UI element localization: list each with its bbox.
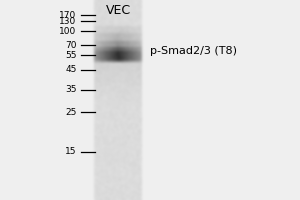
Text: 15: 15 [65, 148, 76, 156]
Text: 25: 25 [65, 108, 76, 116]
Text: p-Smad2/3 (T8): p-Smad2/3 (T8) [150, 46, 237, 56]
Text: VEC: VEC [106, 4, 131, 17]
Text: 45: 45 [65, 66, 76, 74]
Text: 35: 35 [65, 86, 76, 95]
Text: 55: 55 [65, 50, 76, 60]
Text: 70: 70 [65, 40, 76, 49]
Text: 100: 100 [59, 26, 76, 36]
Text: 170: 170 [59, 10, 76, 20]
Text: 130: 130 [59, 17, 76, 25]
